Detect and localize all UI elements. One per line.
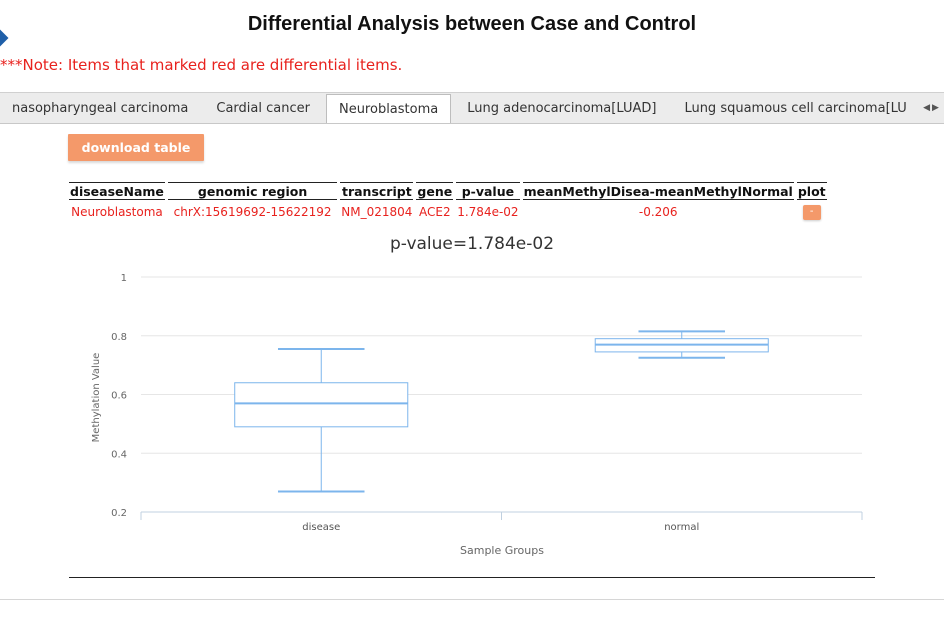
- column-header-gene[interactable]: gene: [416, 182, 454, 200]
- y-axis-title: Methylation Value: [91, 353, 102, 443]
- tab-cardial-cancer[interactable]: Cardial cancer: [216, 101, 310, 116]
- cell-genomic-region: chrX:15619692-15622192: [173, 204, 332, 219]
- boxplot-chart: p-value=1.784e-02 0.2 0.4 0.6 0.8 1 disease nor…: [0, 222, 944, 572]
- column-header-genomic-region[interactable]: genomic region: [167, 182, 338, 200]
- cell-plot: -: [797, 200, 827, 223]
- chart-title: p-value=1.784e-02: [390, 234, 554, 254]
- triangle-right-icon[interactable]: ▶: [932, 103, 941, 113]
- tab-lung-squamous-cell-carcinoma[interactable]: Lung squamous cell carcinoma[LU: [684, 101, 907, 116]
- cell-gene: ACE2: [419, 204, 451, 219]
- cell-transcript: NM_021804: [341, 204, 413, 219]
- cell-p-value: 1.784e-02: [457, 204, 519, 219]
- column-header-disease-name[interactable]: diseaseName: [69, 182, 165, 200]
- y-tick-label: 0.2: [111, 508, 127, 519]
- column-header-transcript[interactable]: transcript: [340, 182, 414, 200]
- page-title: Differential Analysis between Case and C…: [247, 13, 697, 35]
- cell-disease-name: Neuroblastoma: [71, 204, 163, 219]
- box-disease: [234, 382, 409, 428]
- table-row: Neuroblastoma chrX:15619692-15622192 NM_…: [69, 200, 827, 223]
- differential-note: ***Note: Items that marked red are diffe…: [0, 56, 403, 74]
- cell-mean-methyl-diff: -0.206: [638, 204, 678, 219]
- results-table: diseaseName genomic region transcript ge…: [66, 182, 830, 223]
- x-axis-title: Sample Groups: [460, 544, 544, 557]
- y-tick-label: 1: [121, 273, 127, 284]
- footer-divider: [0, 599, 944, 600]
- tab-scroll-controls: ◀▶: [920, 93, 944, 123]
- triangle-left-icon[interactable]: ◀: [923, 103, 932, 113]
- tab-list: nasopharyngeal carcinoma Cardial cancer Ne…: [0, 93, 923, 123]
- plot-button[interactable]: -: [802, 205, 821, 220]
- y-tick-label: 0.6: [111, 391, 127, 402]
- disease-tab-bar: nasopharyngeal carcinoma Cardial cancer Ne…: [0, 92, 944, 124]
- y-tick-label: 0.8: [111, 332, 127, 343]
- boxplot-svg: p-value=1.784e-02 0.2 0.4 0.6 0.8 1 disease nor…: [91, 234, 863, 557]
- content-divider: [69, 577, 875, 578]
- tab-lung-adenocarcinoma[interactable]: Lung adenocarcinoma[LUAD]: [467, 101, 657, 116]
- x-tick-label: normal: [664, 522, 699, 533]
- tab-nasopharyngeal-carcinoma[interactable]: nasopharyngeal carcinoma: [12, 101, 189, 116]
- table-header-row: diseaseName genomic region transcript ge…: [69, 182, 827, 200]
- column-header-mean-methyl-diff[interactable]: meanMethylDisea-meanMethylNormal: [522, 182, 794, 200]
- x-tick-label: disease: [302, 522, 340, 533]
- column-header-plot[interactable]: plot: [796, 182, 827, 200]
- tab-neuroblastoma[interactable]: Neuroblastoma: [325, 94, 452, 123]
- y-tick-label: 0.4: [111, 449, 127, 460]
- column-header-p-value[interactable]: p-value: [456, 182, 520, 200]
- download-table-button[interactable]: download table: [68, 134, 204, 161]
